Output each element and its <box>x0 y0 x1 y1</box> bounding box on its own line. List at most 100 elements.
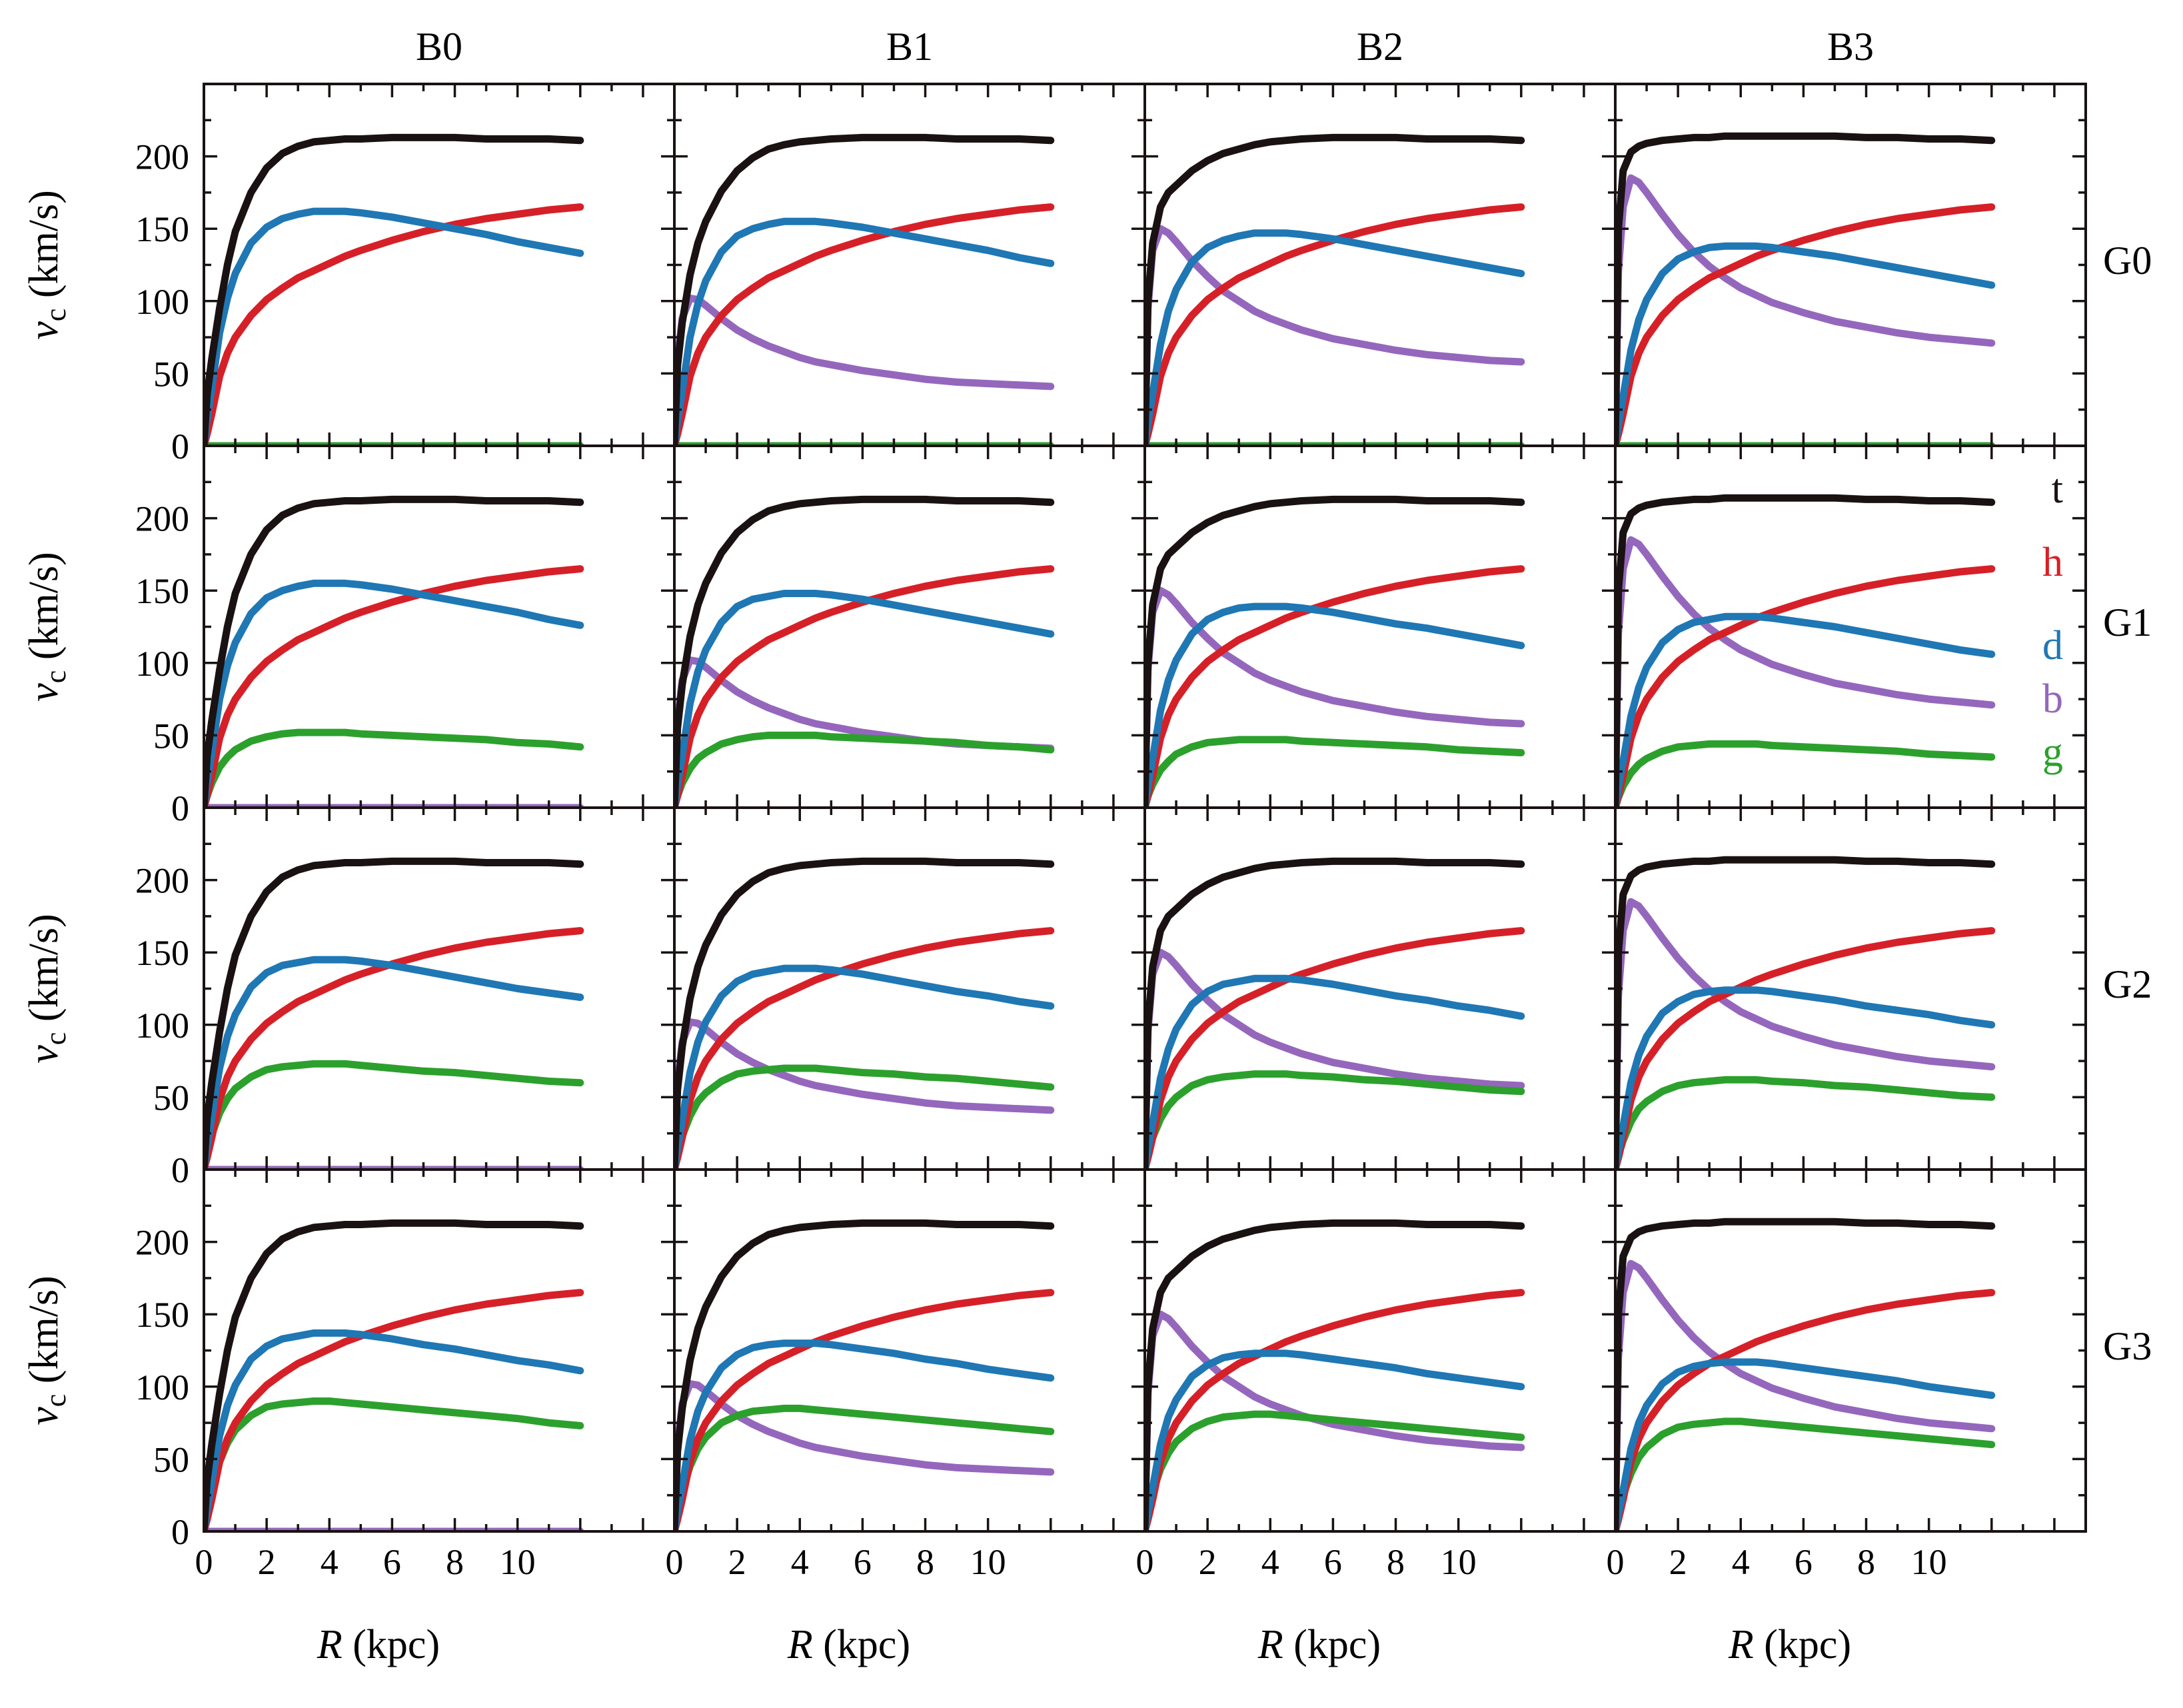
x-tick-label: 10 <box>1441 1542 1477 1582</box>
series-h-line <box>204 203 584 446</box>
y-tick-label: 100 <box>135 644 189 684</box>
series-g-line <box>674 731 1055 808</box>
series-b-line <box>1145 225 1525 446</box>
x-tick-label: 8 <box>1387 1542 1405 1582</box>
panel-G3-B2 <box>1143 1168 1617 1533</box>
y-tick-label: 150 <box>135 1295 189 1335</box>
series-t-line <box>1615 132 1996 446</box>
x-tick-label: 8 <box>916 1542 934 1582</box>
series-t-line <box>1615 1218 1996 1531</box>
panel-G0-B1 <box>673 83 1146 447</box>
x-tick-label: 0 <box>1607 1542 1625 1582</box>
series-d-line <box>1615 1358 1996 1531</box>
legend-entry-b: b <box>2042 676 2063 722</box>
ticks <box>1143 806 1615 1171</box>
y-tick-label: 200 <box>135 861 189 901</box>
series-t-line <box>204 857 584 1170</box>
series-h-line <box>674 1289 1055 1531</box>
y-tick-label: 200 <box>135 499 189 539</box>
row-title-G1: G1 <box>2103 600 2152 644</box>
series-h-line <box>204 565 584 808</box>
panel-grid <box>203 83 2087 1533</box>
series-t-line <box>674 1219 1055 1531</box>
y-axis-label: vc (km/s) <box>21 914 72 1063</box>
series-h-line <box>204 1289 584 1531</box>
series-h-line <box>1615 927 1996 1170</box>
y-axis-label: vc (km/s) <box>21 1276 72 1425</box>
series-b-line <box>1145 948 1525 1170</box>
series-d-line <box>674 590 1055 808</box>
y-tick-label: 50 <box>153 1078 189 1118</box>
series-t-line <box>1145 495 1525 808</box>
x-tick-label: 6 <box>383 1542 401 1582</box>
series-b-line <box>1615 536 1996 808</box>
x-tick-label: 4 <box>321 1542 339 1582</box>
series-h-line <box>1615 203 1996 446</box>
series-b-line <box>674 1380 1055 1531</box>
series-d-line <box>204 956 584 1170</box>
x-tick-label: 10 <box>1911 1542 1947 1582</box>
y-tick-label: 150 <box>135 571 189 611</box>
y-tick-label: 200 <box>135 1223 189 1263</box>
series-b-line <box>674 1018 1055 1170</box>
ticks <box>673 444 1145 809</box>
series-d-line <box>1145 602 1525 808</box>
series-d-line <box>1145 974 1525 1170</box>
series-d-line <box>204 1329 584 1531</box>
y-tick-label: 100 <box>135 1367 189 1407</box>
ticks <box>673 1168 1145 1533</box>
series-t-line <box>674 495 1055 808</box>
x-tick-label: 10 <box>500 1542 536 1582</box>
x-axis-label: R (kpc) <box>1257 1622 1381 1667</box>
panel-G1-B0 <box>203 444 676 809</box>
series-g-line <box>1145 1070 1525 1170</box>
panel-G1-B2 <box>1143 444 1617 809</box>
x-tick-label: 6 <box>1795 1542 1813 1582</box>
series-b-line <box>1615 1260 1996 1531</box>
ticks <box>1614 83 2086 447</box>
panel-G0-B2 <box>1143 83 1617 447</box>
row-title-G2: G2 <box>2103 962 2152 1006</box>
series-t-line <box>1615 856 1996 1170</box>
series-g-line <box>204 1397 584 1531</box>
series-t-line <box>674 857 1055 1170</box>
column-title-B3: B3 <box>1827 25 1874 69</box>
column-title-B1: B1 <box>886 25 933 69</box>
x-tick-label: 2 <box>258 1542 276 1582</box>
series-d-line <box>204 207 584 446</box>
x-tick-label: 2 <box>728 1542 746 1582</box>
panel-G1-B1 <box>673 444 1146 809</box>
series-h-line <box>674 565 1055 808</box>
x-tick-label: 4 <box>1732 1542 1750 1582</box>
series-t-line <box>1145 857 1525 1170</box>
x-tick-label: 2 <box>1669 1542 1687 1582</box>
x-tick-label: 4 <box>1261 1542 1279 1582</box>
x-tick-label: 0 <box>195 1542 213 1582</box>
y-tick-label: 0 <box>171 427 189 466</box>
row-title-G0: G0 <box>2103 239 2152 283</box>
legend-entry-d: d <box>2042 623 2063 668</box>
series-h-line <box>1145 927 1525 1170</box>
series-d-line <box>1145 1349 1525 1531</box>
panel-G2-B0 <box>203 806 676 1171</box>
series-b-line <box>1145 586 1525 808</box>
series-g-line <box>204 728 584 808</box>
series-t-line <box>204 133 584 446</box>
series-d-line <box>674 217 1055 446</box>
ticks <box>1614 1168 2086 1533</box>
series-g-line <box>1615 740 1996 808</box>
x-tick-label: 6 <box>1324 1542 1342 1582</box>
legend-entry-g: g <box>2042 730 2063 775</box>
y-axis-label: vc (km/s) <box>21 552 72 701</box>
series-b-line <box>674 295 1055 446</box>
series-d-line <box>1615 242 1996 446</box>
y-axis-label: vc (km/s) <box>21 190 72 339</box>
column-title-B2: B2 <box>1357 25 1403 69</box>
y-tick-label: 0 <box>171 788 189 828</box>
panel-G1-B3 <box>1614 444 2087 809</box>
series-d-line <box>1145 229 1525 446</box>
series-t-line <box>204 1219 584 1531</box>
series-g-line <box>1615 1417 1996 1531</box>
series-d-line <box>1615 612 1996 808</box>
